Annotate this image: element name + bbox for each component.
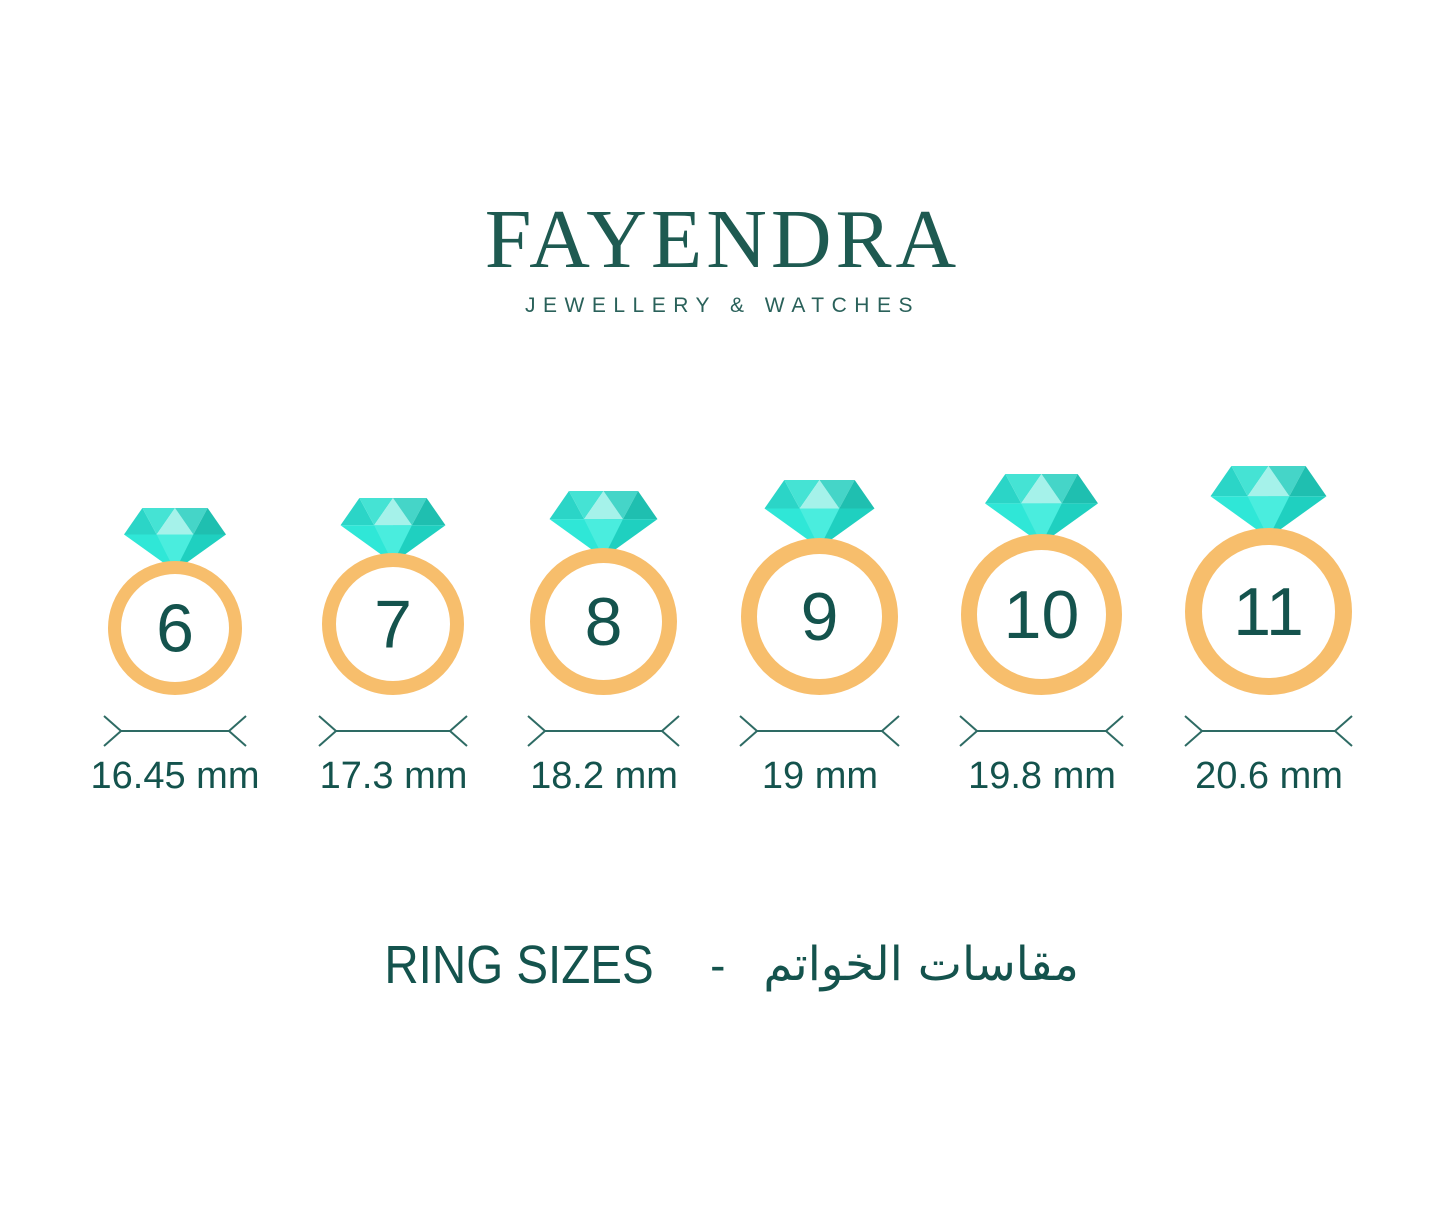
- ring-column: 9 19 mm: [739, 478, 901, 797]
- ring-icon: 11: [1185, 466, 1353, 695]
- diameter-measure-line: [959, 714, 1125, 748]
- diamond-gem-icon: [549, 491, 658, 558]
- ring-illustration: 11: [1183, 464, 1354, 697]
- chart-title-separator: -: [710, 939, 726, 992]
- diameter-measure-line: [527, 714, 681, 748]
- diameter-label: 19.8 mm: [968, 755, 1116, 797]
- ring-column: 11 20.6 mm: [1183, 464, 1354, 797]
- ring-icon: 10: [961, 474, 1123, 695]
- diamond-gem-icon: [985, 474, 1099, 544]
- ring-column: 10 19.8 mm: [959, 472, 1125, 797]
- brand-tagline: JEWELLERY & WATCHES: [525, 294, 920, 317]
- ring-size-number: 6: [156, 590, 194, 666]
- ring-illustration: 9: [739, 478, 900, 697]
- ring-column: 6 16.45 mm: [90, 506, 260, 797]
- diamond-gem-icon: [124, 508, 226, 571]
- diameter-arrows-icon: [318, 715, 469, 747]
- diameter-arrows-icon: [739, 715, 901, 747]
- diameter-label: 18.2 mm: [530, 755, 678, 797]
- ring-band-icon: [961, 534, 1123, 695]
- ring-column: 8 18.2 mm: [527, 489, 681, 797]
- diameter-label: 20.6 mm: [1195, 755, 1343, 797]
- diamond-gem-icon: [764, 480, 875, 548]
- ring-band-icon: [108, 561, 242, 695]
- ring-band-icon: [741, 538, 899, 695]
- ring-icon: 7: [322, 498, 465, 695]
- ring-icon: 6: [108, 508, 242, 695]
- ring-size-number: 7: [375, 586, 413, 662]
- ring-column: 7 17.3 mm: [318, 496, 469, 797]
- ring-band-icon: [1185, 528, 1353, 695]
- diameter-arrows-icon: [959, 715, 1125, 747]
- diameter-arrows-icon: [103, 715, 247, 747]
- diameter-measure-line: [739, 714, 901, 748]
- diameter-measure-line: [318, 714, 469, 748]
- chart-title: RING SIZES - مقاسات الخواتم: [0, 937, 1445, 993]
- diameter-label: 19 mm: [761, 755, 879, 797]
- ring-icon: 8: [530, 491, 678, 695]
- diamond-gem-icon: [1210, 466, 1327, 538]
- ring-icon: 9: [741, 480, 899, 695]
- ring-band-icon: [530, 548, 678, 695]
- ring-illustration: 8: [528, 489, 679, 697]
- ring-band-icon: [322, 553, 465, 695]
- diameter-label: 16.45 mm: [90, 755, 260, 797]
- brand-name: FAYENDRA: [484, 193, 961, 286]
- diameter-label: 17.3 mm: [319, 755, 468, 797]
- diameter-measure-line: [103, 714, 247, 748]
- diameter-arrows-icon: [527, 715, 681, 747]
- ring-illustration: 6: [106, 506, 244, 697]
- diameter-arrows-icon: [1184, 715, 1354, 747]
- ring-size-number: 10: [1004, 577, 1080, 653]
- diameter-measure-line: [1184, 714, 1354, 748]
- ring-illustration: 10: [959, 472, 1124, 697]
- brand-logo: FAYENDRA JEWELLERY & WATCHES: [0, 0, 1445, 317]
- ring-size-number: 9: [801, 579, 839, 655]
- ring-size-number: 11: [1234, 574, 1305, 650]
- ring-size-number: 8: [585, 584, 623, 660]
- chart-title-en: RING SIZES: [384, 935, 654, 996]
- ring-illustration: 7: [320, 496, 466, 697]
- chart-title-arabic: مقاسات الخواتم: [763, 936, 1079, 992]
- rings-row: 6 16.45 mm 7: [0, 464, 1445, 797]
